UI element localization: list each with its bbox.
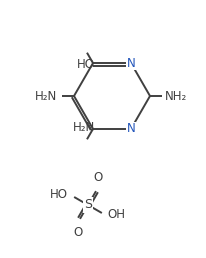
Text: N: N [127, 57, 135, 70]
Text: O: O [93, 171, 103, 184]
Text: N: N [127, 122, 135, 135]
Text: O: O [73, 226, 83, 239]
Text: HO: HO [50, 189, 68, 201]
Text: H₂N: H₂N [35, 90, 57, 102]
Text: OH: OH [107, 208, 125, 222]
Text: HO: HO [77, 58, 95, 71]
Text: NH₂: NH₂ [165, 90, 187, 102]
Text: S: S [84, 198, 92, 212]
Text: H₂N: H₂N [73, 121, 95, 134]
